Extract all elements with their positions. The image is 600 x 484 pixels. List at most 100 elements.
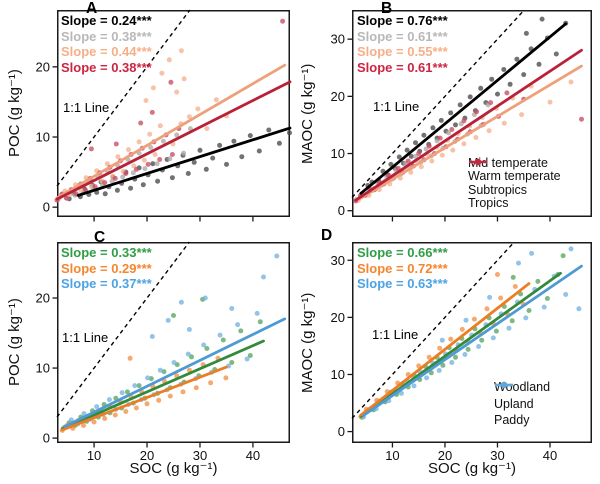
data-point — [148, 376, 154, 382]
data-point — [436, 368, 442, 373]
y-tick-label: 0 — [338, 203, 345, 218]
panel-border — [352, 10, 592, 217]
data-point — [181, 76, 187, 82]
data-point — [498, 295, 504, 301]
data-point — [144, 401, 150, 407]
y-tick-label: 0 — [338, 424, 345, 439]
data-point — [437, 135, 443, 141]
data-point — [516, 260, 521, 266]
data-point — [195, 106, 201, 112]
legend-label: Warm temperate — [468, 169, 561, 184]
y-tick-label: 30 — [331, 32, 345, 47]
y-tick-label: 10 — [331, 146, 345, 161]
data-point — [88, 146, 94, 152]
slope-label: Slope = 0.61*** — [357, 59, 448, 75]
data-point — [416, 151, 422, 156]
data-point — [174, 89, 180, 95]
data-point — [467, 94, 473, 100]
x-tick-label: 20 — [140, 448, 154, 463]
data-point — [64, 195, 69, 201]
regression-line — [359, 282, 531, 417]
data-point — [568, 79, 574, 85]
legend-pointrange-icon — [469, 158, 487, 166]
data-point — [473, 135, 479, 140]
x-axis-title-right: SOC (g kg⁻¹) — [428, 460, 516, 477]
data-point — [113, 141, 119, 147]
data-point — [145, 161, 151, 167]
data-point — [171, 313, 176, 318]
data-point — [495, 272, 500, 277]
data-point — [114, 187, 120, 193]
identity-line — [351, 9, 525, 199]
data-point — [501, 67, 507, 72]
data-point — [185, 171, 191, 176]
data-point — [465, 346, 471, 352]
data-point — [539, 16, 545, 22]
data-point — [484, 306, 490, 312]
slope-label: Slope = 0.37*** — [61, 276, 152, 291]
data-point — [489, 76, 495, 82]
data-point — [424, 375, 430, 381]
data-point — [142, 166, 148, 172]
data-point — [128, 185, 134, 191]
legend-label: Subtropics — [468, 182, 528, 197]
identity-line — [56, 9, 191, 187]
data-point — [504, 90, 510, 96]
x-tick-label: 30 — [193, 448, 207, 463]
one-to-one-label-C: 1:1 Line — [62, 330, 109, 345]
legend-label: Mid temperate — [468, 155, 548, 170]
data-point — [223, 375, 229, 381]
x-tick-label: 20 — [438, 448, 452, 463]
panel-D: 10 20 30 40 0 10 20 30 Slope = 0.66*** Slope = 0.… — [331, 241, 592, 463]
data-point — [157, 157, 163, 162]
data-point — [459, 326, 465, 332]
legend-item: Paddy — [494, 381, 550, 429]
data-point — [429, 158, 435, 164]
x-tick-label: 40 — [246, 448, 260, 463]
y-tick-label: 0 — [43, 431, 50, 446]
regression-line — [60, 339, 265, 431]
data-point — [568, 246, 574, 252]
slope-annotations: Slope = 0.33*** Slope = 0.29*** Slope = 0.… — [61, 245, 152, 292]
data-point — [461, 141, 467, 147]
legend: Woodland Upland Paddy — [494, 379, 550, 429]
identity-line — [351, 241, 515, 419]
data-point — [102, 191, 108, 197]
slope-label: Slope = 0.66*** — [357, 245, 448, 260]
data-point — [276, 140, 282, 146]
data-point — [202, 295, 208, 301]
panel-border — [352, 242, 592, 443]
regression-line — [55, 63, 287, 200]
slope-label: Slope = 0.38*** — [61, 59, 152, 75]
data-point — [462, 352, 468, 357]
legend-label: Tropics — [468, 196, 509, 211]
data-point — [244, 356, 250, 362]
data-point — [81, 411, 87, 417]
data-point — [119, 390, 125, 396]
data-point — [247, 133, 253, 139]
y-axis-title-maoc-top: MAOC (g kg⁻¹) — [299, 63, 316, 164]
slope-label: Slope = 0.63*** — [357, 276, 448, 291]
legend-dot — [500, 381, 508, 389]
data-point — [507, 81, 513, 87]
y-axis-title-poc-top: POC (g kg⁻¹) — [6, 69, 23, 158]
data-point — [155, 178, 161, 184]
data-point — [145, 375, 151, 381]
data-point — [490, 335, 496, 341]
panel-C: 10 20 30 40 0 10 20 Slope = 0.33*** Slope = 0.29… — [36, 241, 290, 463]
data-point — [509, 318, 515, 324]
x-tick-label: 30 — [490, 448, 504, 463]
one-to-one-label-A: 1:1 Line — [63, 100, 110, 115]
y-tick-label: 10 — [36, 361, 50, 376]
slope-label: Slope = 0.38*** — [61, 28, 152, 44]
data-point — [449, 127, 455, 132]
data-point — [514, 56, 520, 62]
data-point — [136, 139, 142, 145]
legend-label: Paddy — [494, 413, 530, 428]
data-point — [535, 278, 541, 284]
data-point — [217, 332, 223, 338]
data-point — [408, 169, 414, 175]
data-point — [428, 370, 434, 376]
panel-letter-B: B — [381, 0, 393, 17]
data-point — [426, 354, 432, 360]
